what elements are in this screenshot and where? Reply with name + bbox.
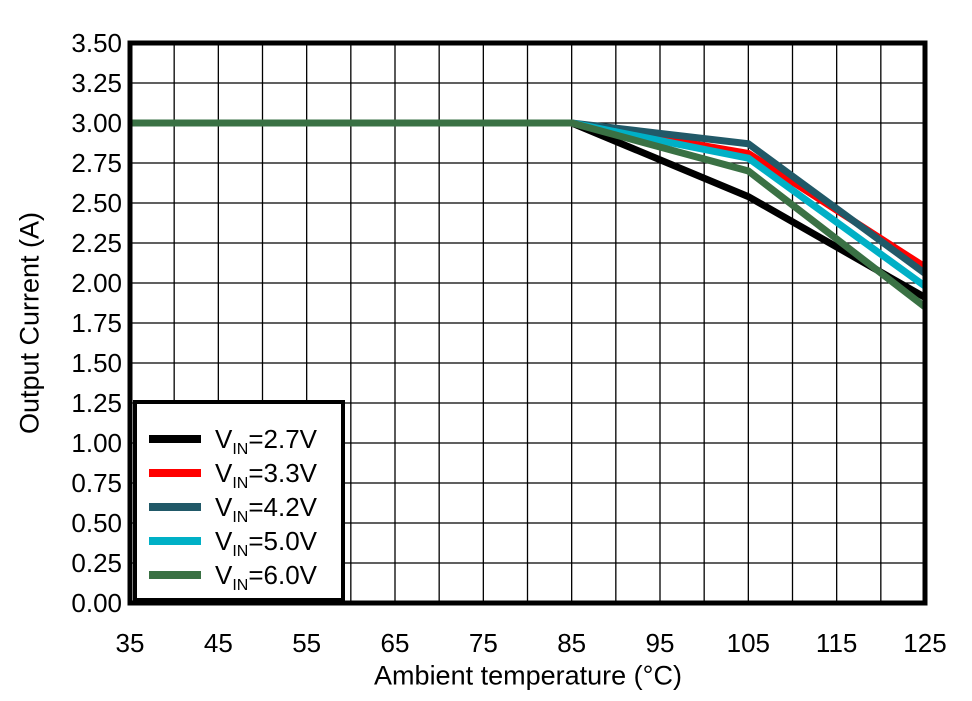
- plot-frame: [127, 40, 928, 606]
- x-tick-label: 45: [203, 628, 233, 658]
- x-axis-title: Ambient temperature (°C): [374, 660, 682, 691]
- y-axis-title: Output Current (A): [14, 211, 45, 435]
- y-tick-label: 1.50: [71, 348, 122, 378]
- x-tick-label: 65: [380, 628, 410, 658]
- y-tick-label: 2.75: [71, 148, 122, 178]
- x-tick-label: 75: [468, 628, 498, 658]
- legend-label: VIN=4.2V: [215, 491, 318, 526]
- legend-item: VIN=2.7V: [149, 422, 341, 458]
- y-tick-label: 3.00: [71, 108, 122, 138]
- legend-swatch: [149, 503, 201, 511]
- legend-item: VIN=3.3V: [149, 456, 341, 492]
- x-tick-label: 85: [557, 628, 587, 658]
- y-tick-label: 0.00: [71, 588, 122, 618]
- y-tick-label: 0.25: [71, 548, 122, 578]
- y-tick-label: 3.25: [71, 68, 122, 98]
- legend-swatch: [149, 537, 201, 545]
- legend-label: VIN=3.3V: [215, 457, 318, 492]
- legend-item: VIN=5.0V: [149, 524, 341, 560]
- y-tick-label: 0.75: [71, 468, 122, 498]
- legend-item: VIN=4.2V: [149, 490, 341, 526]
- x-tick-label: 125: [903, 628, 947, 658]
- x-tick-label: 115: [815, 628, 858, 658]
- legend: VIN=2.7V VIN=3.3V VIN=4.2V VIN=5.0V VIN=6.0V: [133, 400, 345, 602]
- y-tick-label: 2.00: [71, 268, 122, 298]
- x-tick-label: 105: [726, 628, 771, 658]
- series-line-vin-6-0v: [130, 119, 928, 310]
- legend-label: VIN=2.7V: [215, 423, 318, 458]
- legend-item: VIN=6.0V: [149, 558, 341, 594]
- legend-label: VIN=6.0V: [215, 559, 318, 594]
- legend-swatch: [149, 469, 201, 477]
- x-tick-label: 95: [645, 628, 675, 658]
- y-tick-label: 1.25: [71, 388, 122, 418]
- x-tick-label: 55: [292, 628, 322, 658]
- y-tick-label: 3.50: [71, 28, 122, 58]
- legend-label: VIN=5.0V: [215, 525, 318, 560]
- y-tick-label: 1.75: [71, 308, 122, 338]
- y-tick-label: 1.00: [71, 428, 122, 458]
- series-lines: [130, 119, 928, 310]
- y-tick-label: 0.50: [71, 508, 122, 538]
- legend-swatch: [149, 435, 201, 443]
- x-tick-label: 35: [115, 628, 145, 658]
- legend-swatch: [149, 571, 201, 579]
- y-tick-label: 2.50: [71, 188, 122, 218]
- y-tick-label: 2.25: [71, 228, 122, 258]
